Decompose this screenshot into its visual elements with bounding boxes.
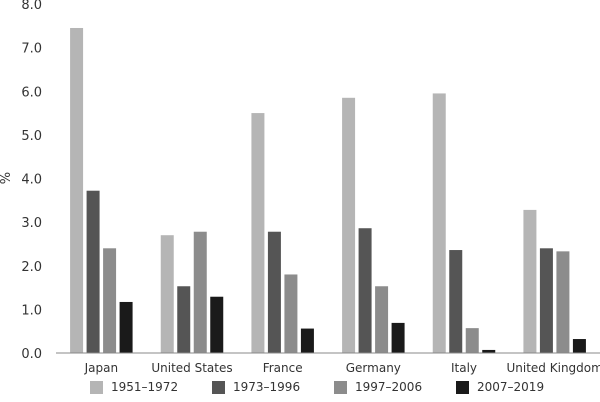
bar [465, 328, 479, 353]
bar [177, 286, 191, 353]
bar [210, 296, 224, 353]
legend-label: 1997–2006 [355, 380, 423, 394]
legend-label: 1951–1972 [111, 380, 179, 394]
x-category-label: Italy [451, 361, 477, 375]
bar-chart: 0.0 1.0 2.0 3.0 4.0 5.0 6.0 7.0 8.0 % Japan Unite… [0, 0, 600, 375]
y-tick-label: 2.0 [21, 260, 42, 275]
bar [119, 301, 133, 353]
y-tick-label: 8.0 [21, 0, 42, 13]
legend-swatch [212, 380, 225, 394]
bar [391, 322, 405, 353]
legend-item: 1997–2006 [334, 380, 422, 394]
bar [556, 251, 570, 353]
legend-item: 2007–2019 [456, 380, 544, 394]
y-tick-label: 0.0 [21, 347, 42, 362]
bar [432, 93, 446, 354]
y-tick-label: 5.0 [21, 129, 42, 144]
legend: 1951–1972 1973–1996 1997–2006 2007–2019 [0, 380, 600, 400]
legend-swatch [456, 380, 469, 394]
bar [193, 231, 207, 353]
bar [160, 235, 174, 353]
legend-item: 1973–1996 [212, 380, 300, 394]
x-category-label: Japan [84, 361, 118, 375]
bar [267, 231, 281, 353]
x-category-label: United Kingdom [507, 361, 600, 375]
y-axis-label: % [0, 172, 14, 184]
bar [375, 286, 389, 353]
y-tick-label: 4.0 [21, 173, 42, 188]
y-tick-label: 7.0 [21, 42, 42, 57]
x-axis-categories: Japan United States France Germany Italy Unit… [84, 361, 600, 375]
bar [70, 27, 84, 354]
bar [358, 228, 372, 353]
y-tick-label: 6.0 [21, 85, 42, 100]
y-tick-label: 3.0 [21, 216, 42, 231]
legend-swatch [90, 380, 103, 394]
bar [539, 248, 553, 353]
bar [300, 328, 314, 353]
bars [70, 27, 586, 354]
bar [342, 97, 356, 353]
legend-label: 1973–1996 [233, 380, 301, 394]
bar [449, 250, 463, 353]
x-category-label: Germany [346, 361, 401, 375]
legend-item: 1951–1972 [90, 380, 178, 394]
bar [86, 190, 100, 353]
legend-swatch [334, 380, 347, 394]
bar [103, 248, 117, 353]
legend-label: 2007–2019 [477, 380, 545, 394]
bar [251, 113, 265, 353]
bar [523, 209, 537, 353]
y-axis-ticks: 0.0 1.0 2.0 3.0 4.0 5.0 6.0 7.0 8.0 [21, 0, 42, 362]
x-category-label: France [263, 361, 303, 375]
bar [572, 339, 586, 353]
y-tick-label: 1.0 [21, 303, 42, 318]
bar [482, 349, 496, 353]
bar [284, 274, 298, 353]
x-category-label: United States [151, 361, 232, 375]
